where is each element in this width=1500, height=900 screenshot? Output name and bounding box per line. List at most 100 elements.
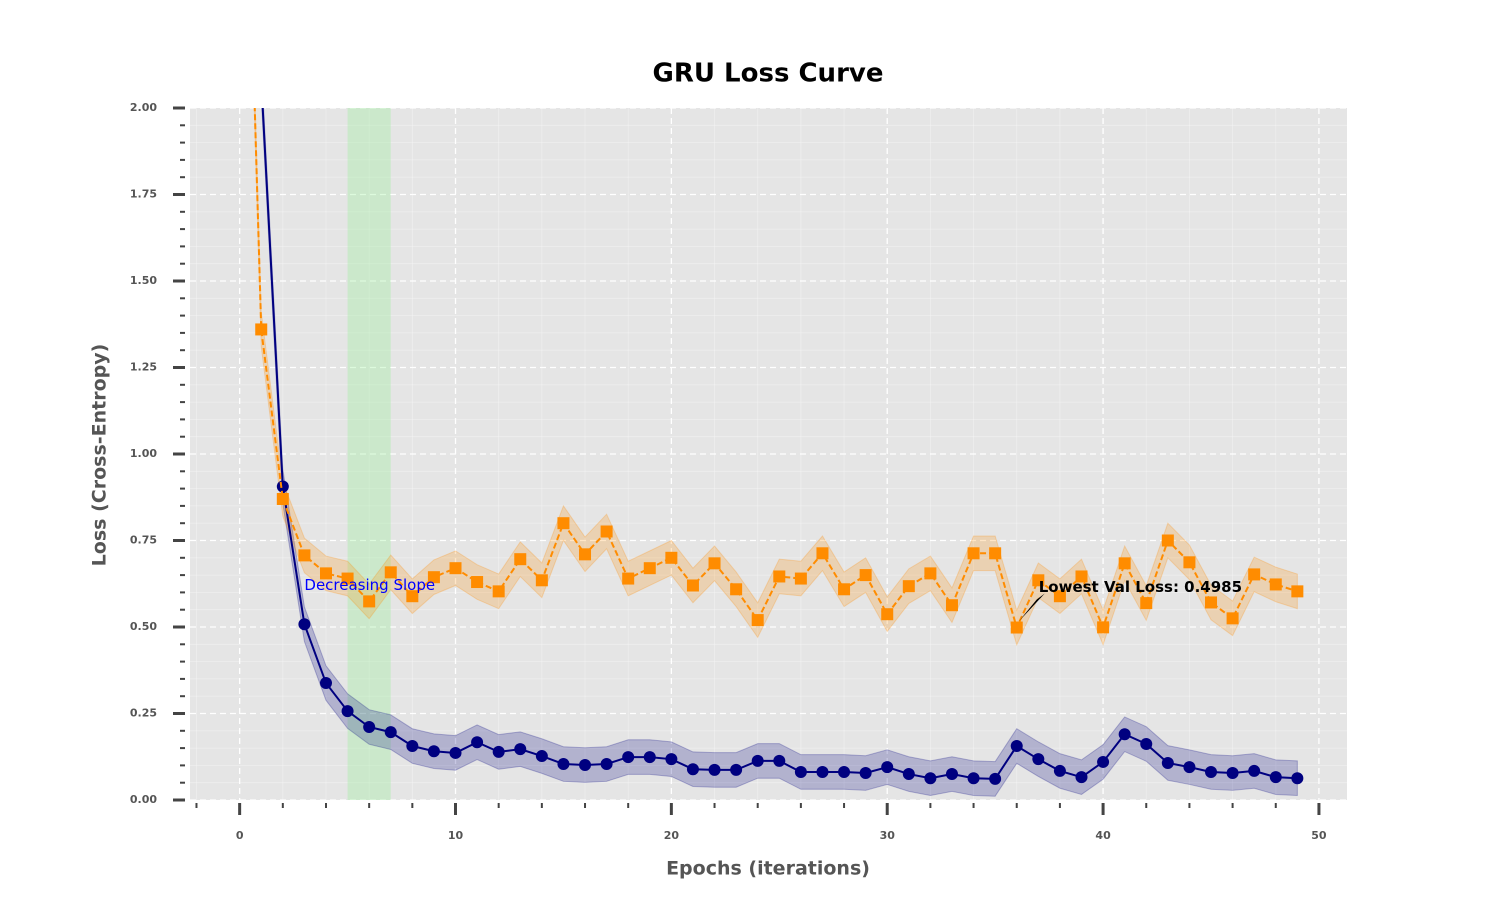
data-point [557, 517, 570, 530]
data-point [859, 767, 872, 780]
data-point [492, 585, 505, 598]
data-point [255, 323, 268, 336]
data-point [816, 547, 829, 560]
data-point [1032, 574, 1045, 587]
data-point [298, 618, 311, 631]
data-point [276, 480, 289, 493]
y-tick-label: 1.25 [130, 361, 157, 374]
data-point [449, 562, 462, 575]
data-point [1161, 756, 1174, 769]
data-point [427, 571, 440, 584]
data-point [471, 736, 484, 749]
data-point [514, 553, 527, 566]
y-tick-label: 1.50 [130, 274, 157, 287]
data-point [1118, 557, 1131, 570]
data-point [319, 567, 332, 580]
data-point [298, 549, 311, 562]
data-point [1248, 764, 1261, 777]
data-point [535, 750, 548, 763]
data-point [1205, 596, 1218, 609]
data-point [492, 745, 505, 758]
data-point [1269, 578, 1282, 591]
data-point [1291, 585, 1304, 598]
chart-title: GRU Loss Curve [653, 59, 884, 89]
data-point [1053, 764, 1066, 777]
x-tick-label: 40 [1095, 829, 1111, 842]
data-point [1226, 612, 1239, 625]
data-point [838, 583, 851, 596]
data-point [1248, 568, 1261, 581]
loss-line [253, 108, 1298, 631]
highlight-span [347, 108, 391, 800]
data-point [945, 599, 958, 612]
data-point [1097, 755, 1110, 768]
data-point [881, 608, 894, 621]
data-point [579, 759, 592, 772]
y-tick-label: 1.00 [130, 447, 157, 460]
x-axis-label: Epochs (iterations) [666, 858, 870, 880]
y-tick-label: 1.75 [130, 188, 157, 201]
annotation: Decreasing Slope [304, 576, 435, 594]
data-point [1183, 761, 1196, 774]
data-point [1226, 767, 1239, 780]
plot-content [253, 108, 1304, 800]
y-tick-label: 0.25 [130, 707, 157, 720]
data-point [665, 753, 678, 766]
data-point [622, 751, 635, 764]
data-point [924, 567, 937, 580]
data-point [686, 763, 699, 776]
data-point [1075, 771, 1088, 784]
data-point [535, 574, 548, 587]
data-point [1140, 597, 1153, 610]
data-point [945, 768, 958, 781]
data-point [773, 570, 786, 583]
data-point [1183, 556, 1196, 569]
y-tick-label: 0.50 [130, 620, 157, 633]
annotation-arrow [1018, 593, 1045, 622]
x-tick-label: 20 [664, 829, 680, 842]
data-point [751, 614, 764, 627]
data-point [1097, 621, 1110, 634]
data-point [730, 763, 743, 776]
data-point [276, 492, 289, 505]
data-point [384, 566, 397, 579]
data-point [967, 547, 980, 560]
data-point [1205, 765, 1218, 778]
x-tick-label: 50 [1311, 829, 1327, 842]
y-axis-label: Loss (Cross-Entropy) [89, 344, 111, 567]
data-point [794, 572, 807, 585]
data-point [751, 754, 764, 767]
data-point [1075, 570, 1088, 583]
data-point [1118, 728, 1131, 741]
data-point [363, 595, 376, 608]
data-point [579, 548, 592, 561]
data-point [1053, 590, 1066, 603]
data-point [557, 758, 570, 771]
data-point [406, 740, 419, 753]
data-point [1269, 771, 1282, 784]
data-point [643, 562, 656, 575]
data-point [902, 580, 915, 593]
y-tick-label: 0.75 [130, 534, 157, 547]
data-point [1010, 621, 1023, 634]
data-point [665, 551, 678, 564]
data-point [1291, 772, 1304, 785]
data-point [406, 590, 419, 603]
x-tick-label: 0 [236, 829, 244, 842]
y-tick-label: 2.00 [130, 101, 157, 114]
data-point [1010, 740, 1023, 753]
data-point [1140, 737, 1153, 750]
data-point [1161, 534, 1174, 547]
y-tick-label: 0.00 [130, 793, 157, 806]
data-point [859, 569, 872, 582]
data-point [600, 758, 613, 771]
data-point [989, 772, 1002, 785]
data-point [924, 772, 937, 785]
data-point [816, 765, 829, 778]
data-point [341, 705, 354, 718]
data-point [643, 751, 656, 764]
data-point [319, 677, 332, 690]
data-point [449, 746, 462, 759]
data-point [363, 720, 376, 733]
